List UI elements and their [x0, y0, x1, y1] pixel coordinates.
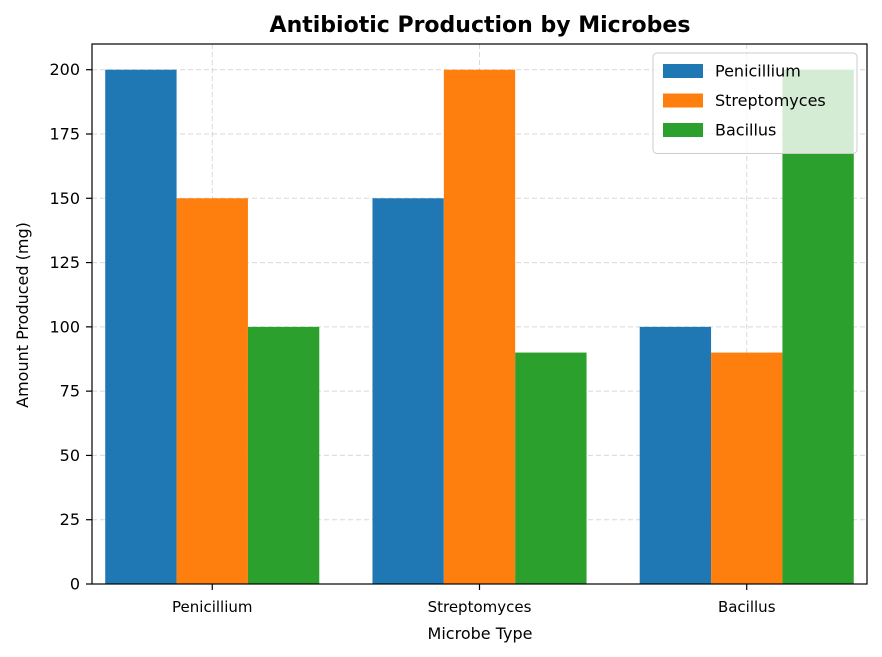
- bar-streptomyces-streptomyces: [443, 69, 516, 584]
- x-tick-label: Streptomyces: [428, 598, 532, 616]
- y-tick-label: 50: [60, 446, 80, 465]
- y-tick-label: 100: [49, 317, 80, 336]
- x-axis-label: Microbe Type: [428, 624, 533, 643]
- bar-bacillus-penicillium: [247, 326, 320, 584]
- bar-streptomyces-penicillium: [176, 198, 248, 585]
- y-tick-label: 200: [49, 60, 80, 79]
- legend: Penicillium Streptomyces Bacillus: [652, 52, 858, 154]
- x-tick-label: Penicillium: [172, 598, 252, 616]
- bar-bacillus-streptomyces: [515, 352, 587, 584]
- bars-group: [105, 69, 854, 585]
- bar-penicillium-bacillus: [639, 326, 712, 584]
- bar-penicillium-penicillium: [105, 69, 177, 584]
- y-tick-label: 25: [60, 510, 80, 529]
- y-tick-label: 75: [60, 382, 80, 401]
- legend-label: Bacillus: [715, 121, 776, 140]
- legend-swatch: [663, 93, 703, 108]
- legend-label: Penicillium: [715, 62, 801, 81]
- bar-bacillus-bacillus: [782, 69, 854, 584]
- bar-streptomyces-bacillus: [711, 352, 783, 584]
- bar-penicillium-streptomyces: [372, 198, 444, 585]
- legend-swatch: [663, 64, 703, 78]
- chart-title: Antibiotic Production by Microbes: [270, 13, 691, 38]
- y-tick-label: 175: [49, 125, 80, 144]
- x-axis-ticks: Penicillium Streptomyces Bacillus: [172, 584, 776, 616]
- legend-swatch: [663, 123, 703, 137]
- y-tick-label: 150: [49, 189, 80, 208]
- x-tick-label: Bacillus: [718, 598, 776, 616]
- y-axis-ticks: 0 25 50 75 100 125 150 175 200: [49, 60, 92, 594]
- legend-label: Streptomyces: [715, 91, 826, 110]
- y-axis-label: Amount Produced (mg): [13, 222, 32, 408]
- y-tick-label: 0: [70, 575, 80, 594]
- legend-box: [652, 52, 858, 154]
- y-tick-label: 125: [49, 253, 80, 272]
